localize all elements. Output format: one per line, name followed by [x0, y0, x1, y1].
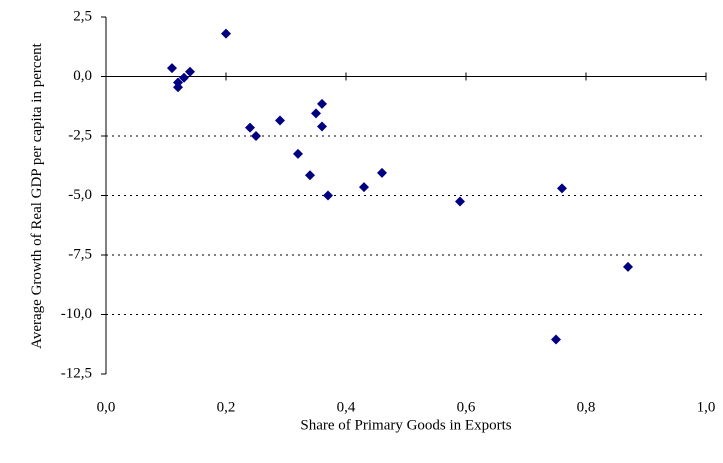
point — [317, 121, 327, 132]
y-tick-label: -5,0 — [68, 187, 92, 203]
y-axis-title: Average Growth of Real GDP per capita in… — [29, 43, 45, 349]
y-tick-label: -7,5 — [68, 246, 92, 262]
x-tick-label: 0,4 — [337, 399, 356, 415]
point — [311, 108, 321, 119]
point — [623, 261, 633, 272]
point — [551, 334, 561, 345]
point — [173, 77, 183, 88]
x-tick-label: 0,8 — [577, 399, 596, 415]
point — [455, 196, 465, 207]
y-tick-label: -12,5 — [61, 365, 92, 381]
point — [245, 122, 255, 133]
x-tick-label: 0,6 — [457, 399, 476, 415]
y-tick-label: 0,0 — [73, 68, 92, 84]
y-tick-label: -2,5 — [68, 127, 92, 143]
point — [275, 115, 285, 126]
point — [323, 190, 333, 201]
x-tick-label: 0,0 — [97, 399, 116, 415]
y-tick-label: -10,0 — [61, 306, 92, 322]
x-tick-label: 0,2 — [217, 399, 236, 415]
point — [251, 131, 261, 141]
point — [305, 170, 315, 181]
point — [167, 63, 177, 74]
point — [317, 98, 327, 109]
y-tick-label: 2,5 — [73, 8, 92, 24]
point — [179, 72, 189, 83]
point — [293, 148, 303, 159]
x-tick-label: 1,0 — [697, 399, 716, 415]
x-axis-title: Share of Primary Goods in Exports — [300, 417, 511, 433]
point — [377, 167, 387, 178]
point — [359, 182, 369, 193]
point — [221, 28, 231, 39]
point — [557, 183, 567, 194]
point — [185, 66, 195, 77]
